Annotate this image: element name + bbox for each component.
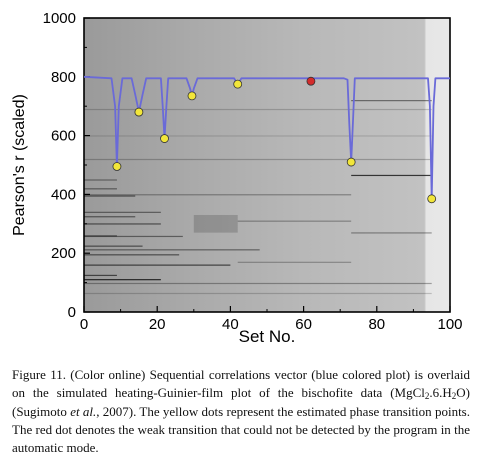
caption-text-1: Figure 11. (Color online) Sequential cor… — [12, 367, 470, 401]
caption-text-2: .6.H — [429, 385, 452, 401]
phase-transition-marker — [160, 134, 169, 143]
caption-text-3: O) (Sugimoto — [12, 385, 470, 419]
x-tick-label: 80 — [368, 316, 385, 333]
weak-transition-marker — [306, 76, 316, 86]
caption-etal: et al. — [70, 403, 97, 419]
x-tick-label: 20 — [149, 316, 166, 333]
phase-transition-marker — [233, 79, 243, 89]
y-tick-label: 800 — [51, 69, 76, 86]
transition-markers — [112, 76, 437, 204]
phase-transition-marker — [427, 194, 437, 204]
y-axis-label: Pearson's r (scaled) — [11, 94, 28, 236]
x-tick-label: 100 — [437, 316, 462, 333]
y-tick-label: 0 — [68, 304, 76, 321]
caption-subscript-2: 2 — [451, 391, 457, 402]
phase-transition-marker — [187, 91, 197, 101]
x-tick-label: 40 — [222, 316, 239, 333]
caption-text-4: , 2007). The yellow dots represent the e… — [12, 403, 470, 456]
phase-transition-marker — [346, 157, 356, 167]
figure-caption: Figure 11. (Color online) Sequential cor… — [12, 366, 470, 457]
caption-subscript-1: 2 — [424, 391, 430, 402]
film-background — [84, 18, 450, 312]
y-tick-label: 1000 — [43, 10, 76, 27]
x-axis-label: Set No. — [239, 327, 296, 346]
phase-transition-marker — [134, 107, 144, 117]
y-tick-label: 600 — [51, 128, 76, 145]
y-tick-label: 400 — [51, 186, 76, 203]
y-tick-label: 200 — [51, 245, 76, 262]
x-tick-label: 0 — [80, 316, 88, 333]
x-tick-label: 60 — [295, 316, 312, 333]
phase-transition-marker — [112, 162, 122, 171]
